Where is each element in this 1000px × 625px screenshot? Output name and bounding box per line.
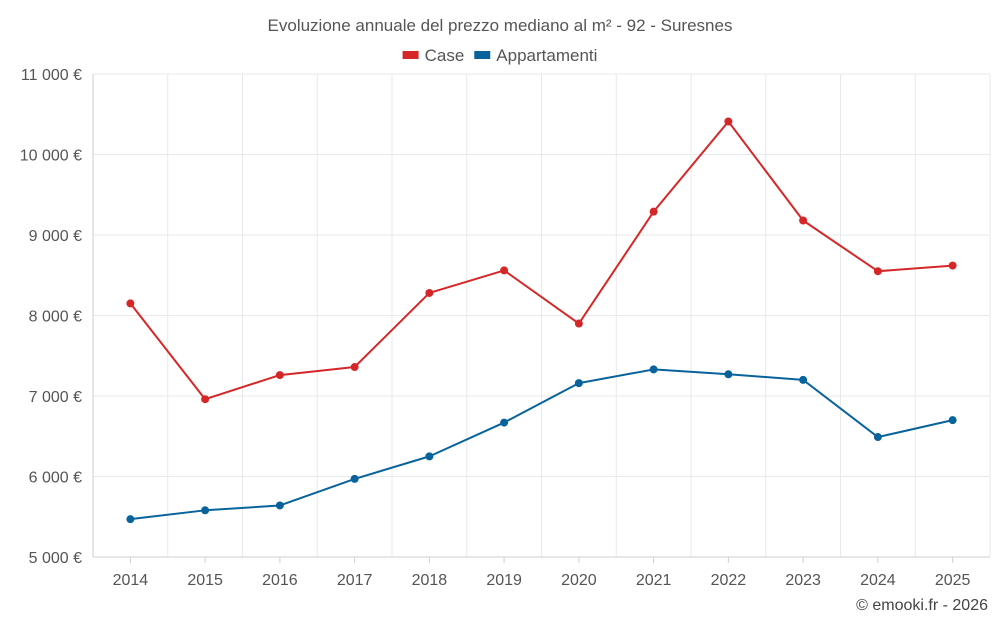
- legend-item-appartamenti[interactable]: Appartamenti: [474, 46, 597, 65]
- data-point-case-2024[interactable]: [873, 267, 882, 276]
- x-tick-label: 2018: [412, 572, 448, 589]
- data-point-appartamenti-2021[interactable]: [649, 365, 658, 374]
- data-point-appartamenti-2016[interactable]: [275, 501, 284, 510]
- series-case: [126, 117, 957, 404]
- legend-label: Appartamenti: [496, 46, 597, 65]
- y-tick-label: 9 000 €: [29, 228, 82, 245]
- y-tick-label: 5 000 €: [29, 550, 82, 567]
- data-point-appartamenti-2017[interactable]: [350, 474, 359, 483]
- data-point-appartamenti-2015[interactable]: [201, 506, 210, 515]
- series-line-appartamenti: [130, 368, 953, 521]
- y-axis: 5 000 € 6 000 € 7 000 € 8 000 € 9 000 € 10 00…: [20, 67, 94, 567]
- x-tick-label: 2017: [337, 572, 373, 589]
- data-point-appartamenti-2025[interactable]: [948, 416, 957, 425]
- data-point-appartamenti-2024[interactable]: [873, 433, 882, 442]
- grid: [92, 73, 991, 558]
- data-point-case-2021[interactable]: [649, 207, 658, 216]
- y-tick-label: 6 000 €: [29, 470, 82, 487]
- legend-label: Case: [425, 46, 465, 65]
- data-point-appartamenti-2018[interactable]: [425, 452, 434, 461]
- series-appartamenti: [126, 365, 957, 524]
- data-point-case-2019[interactable]: [500, 266, 509, 275]
- y-tick-label: 11 000 €: [21, 67, 82, 84]
- series-line-case: [129, 120, 953, 401]
- x-tick-label: 2024: [860, 572, 896, 589]
- data-point-appartamenti-2014[interactable]: [126, 515, 135, 524]
- data-point-case-2023[interactable]: [799, 216, 808, 225]
- chart-title: Evoluzione annuale del prezzo mediano al…: [268, 16, 733, 35]
- data-point-case-2018[interactable]: [425, 288, 434, 297]
- data-point-appartamenti-2019[interactable]: [500, 418, 509, 427]
- data-point-case-2017[interactable]: [350, 363, 359, 372]
- data-point-case-2015[interactable]: [201, 395, 210, 404]
- y-tick-label: 10 000 €: [20, 148, 82, 165]
- data-point-case-2022[interactable]: [724, 117, 733, 126]
- y-tick-label: 8 000 €: [29, 309, 82, 326]
- y-tick-label: 7 000 €: [29, 389, 82, 406]
- data-point-case-2014[interactable]: [126, 299, 135, 308]
- x-tick-label: 2019: [486, 572, 522, 589]
- data-point-appartamenti-2022[interactable]: [724, 370, 733, 379]
- data-point-appartamenti-2023[interactable]: [799, 375, 808, 384]
- data-point-case-2020[interactable]: [574, 319, 583, 328]
- x-axis: 2014 2015 2016 2017 2018 2019 2020 2021 2022 2023…: [93, 556, 990, 589]
- x-tick-label: 2021: [636, 572, 672, 589]
- x-tick-label: 2015: [187, 572, 223, 589]
- x-tick-label: 2016: [262, 572, 298, 589]
- series-layer: [126, 117, 957, 524]
- legend-swatch: [402, 51, 419, 59]
- data-point-appartamenti-2020[interactable]: [574, 379, 583, 388]
- x-tick-label: 2014: [113, 572, 149, 589]
- x-tick-label: 2023: [785, 572, 821, 589]
- legend: Case Appartamenti: [402, 46, 597, 65]
- legend-swatch: [474, 51, 491, 59]
- data-point-case-2025[interactable]: [948, 261, 957, 270]
- x-tick-label: 2025: [935, 572, 971, 589]
- x-tick-label: 2022: [711, 572, 747, 589]
- x-tick-label: 2020: [561, 572, 597, 589]
- legend-item-case[interactable]: Case: [402, 46, 465, 65]
- credit-text: © emooki.fr - 2026: [856, 597, 988, 614]
- data-point-case-2016[interactable]: [275, 371, 284, 380]
